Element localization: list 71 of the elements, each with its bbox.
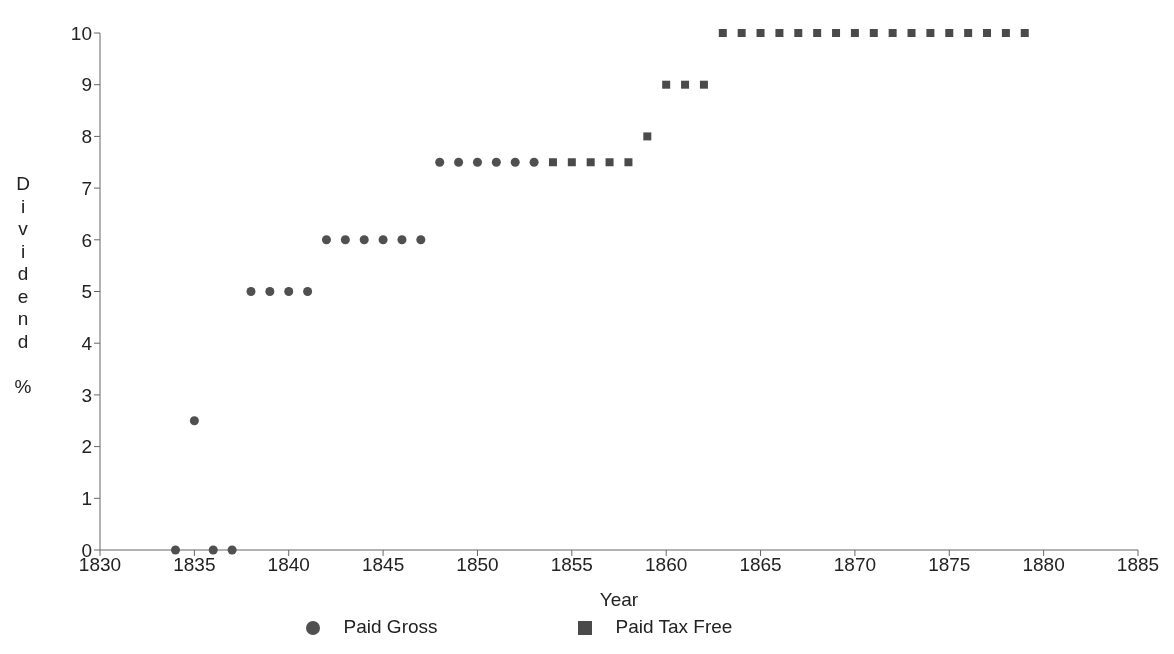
point: [850, 29, 859, 37]
point: [643, 132, 652, 141]
point: [170, 545, 180, 555]
point: [775, 29, 784, 37]
point: [737, 29, 746, 37]
point: [794, 29, 803, 37]
point: [340, 235, 350, 245]
point: [813, 29, 822, 37]
point: [378, 235, 388, 245]
point: [416, 235, 426, 245]
point: [435, 157, 445, 167]
y-tick-label: 4: [81, 332, 93, 354]
x-tick-label: 1865: [739, 554, 782, 576]
point: [227, 545, 237, 555]
legend-label: Paid Gross: [343, 616, 438, 637]
x-tick-label: 1840: [267, 554, 310, 576]
point: [284, 286, 294, 297]
point: [605, 158, 614, 167]
point: [832, 29, 841, 37]
x-tick-label: 1880: [1022, 554, 1065, 576]
x-tick-label: 1860: [645, 554, 688, 576]
point: [945, 29, 954, 37]
point: [454, 157, 464, 167]
x-tick-label: 1875: [928, 554, 971, 576]
point: [265, 286, 275, 297]
x-axis-title: Year: [599, 589, 639, 610]
point: [397, 235, 407, 245]
y-tick-label: 7: [81, 177, 92, 199]
text: Dividend %: [14, 173, 32, 397]
point: [624, 158, 633, 167]
point: [907, 29, 916, 37]
y-tick-label: 9: [81, 74, 92, 96]
point: [303, 286, 313, 297]
y-tick-label: 3: [81, 384, 92, 406]
point: [756, 29, 765, 37]
legend-label: Paid Tax Free: [615, 616, 733, 637]
y-tick-label: 10: [70, 22, 92, 44]
point: [359, 235, 369, 245]
point: [869, 29, 878, 37]
point: [472, 157, 482, 167]
x-tick-label: 1835: [173, 554, 216, 576]
point: [548, 158, 557, 167]
point: [586, 158, 595, 167]
point: [529, 157, 539, 167]
point: [926, 29, 935, 37]
point: [662, 80, 671, 89]
y-tick-label: 6: [81, 229, 92, 251]
y-tick-label: 5: [81, 281, 92, 303]
point: [246, 286, 256, 297]
point: [208, 545, 218, 555]
x-tick-label: 1885: [1116, 554, 1160, 576]
x-tick-label: 1870: [833, 554, 877, 576]
point: [567, 158, 576, 167]
point: [1020, 29, 1029, 37]
point: [681, 80, 690, 89]
point: [510, 157, 520, 167]
point: [321, 235, 331, 245]
point: [1001, 29, 1010, 37]
point: [964, 29, 973, 37]
x-tick-label: 1850: [456, 554, 499, 576]
y-tick-label: 8: [81, 126, 92, 148]
x-tick-label: 1855: [550, 554, 593, 576]
point: [888, 29, 897, 37]
point: [699, 80, 708, 89]
point: [491, 157, 501, 167]
point: [189, 416, 199, 426]
point: [983, 29, 992, 37]
y-tick-label: 2: [81, 436, 92, 458]
point: [718, 29, 727, 37]
x-tick-label: 1845: [361, 554, 405, 576]
y-tick-label: 1: [81, 488, 92, 510]
